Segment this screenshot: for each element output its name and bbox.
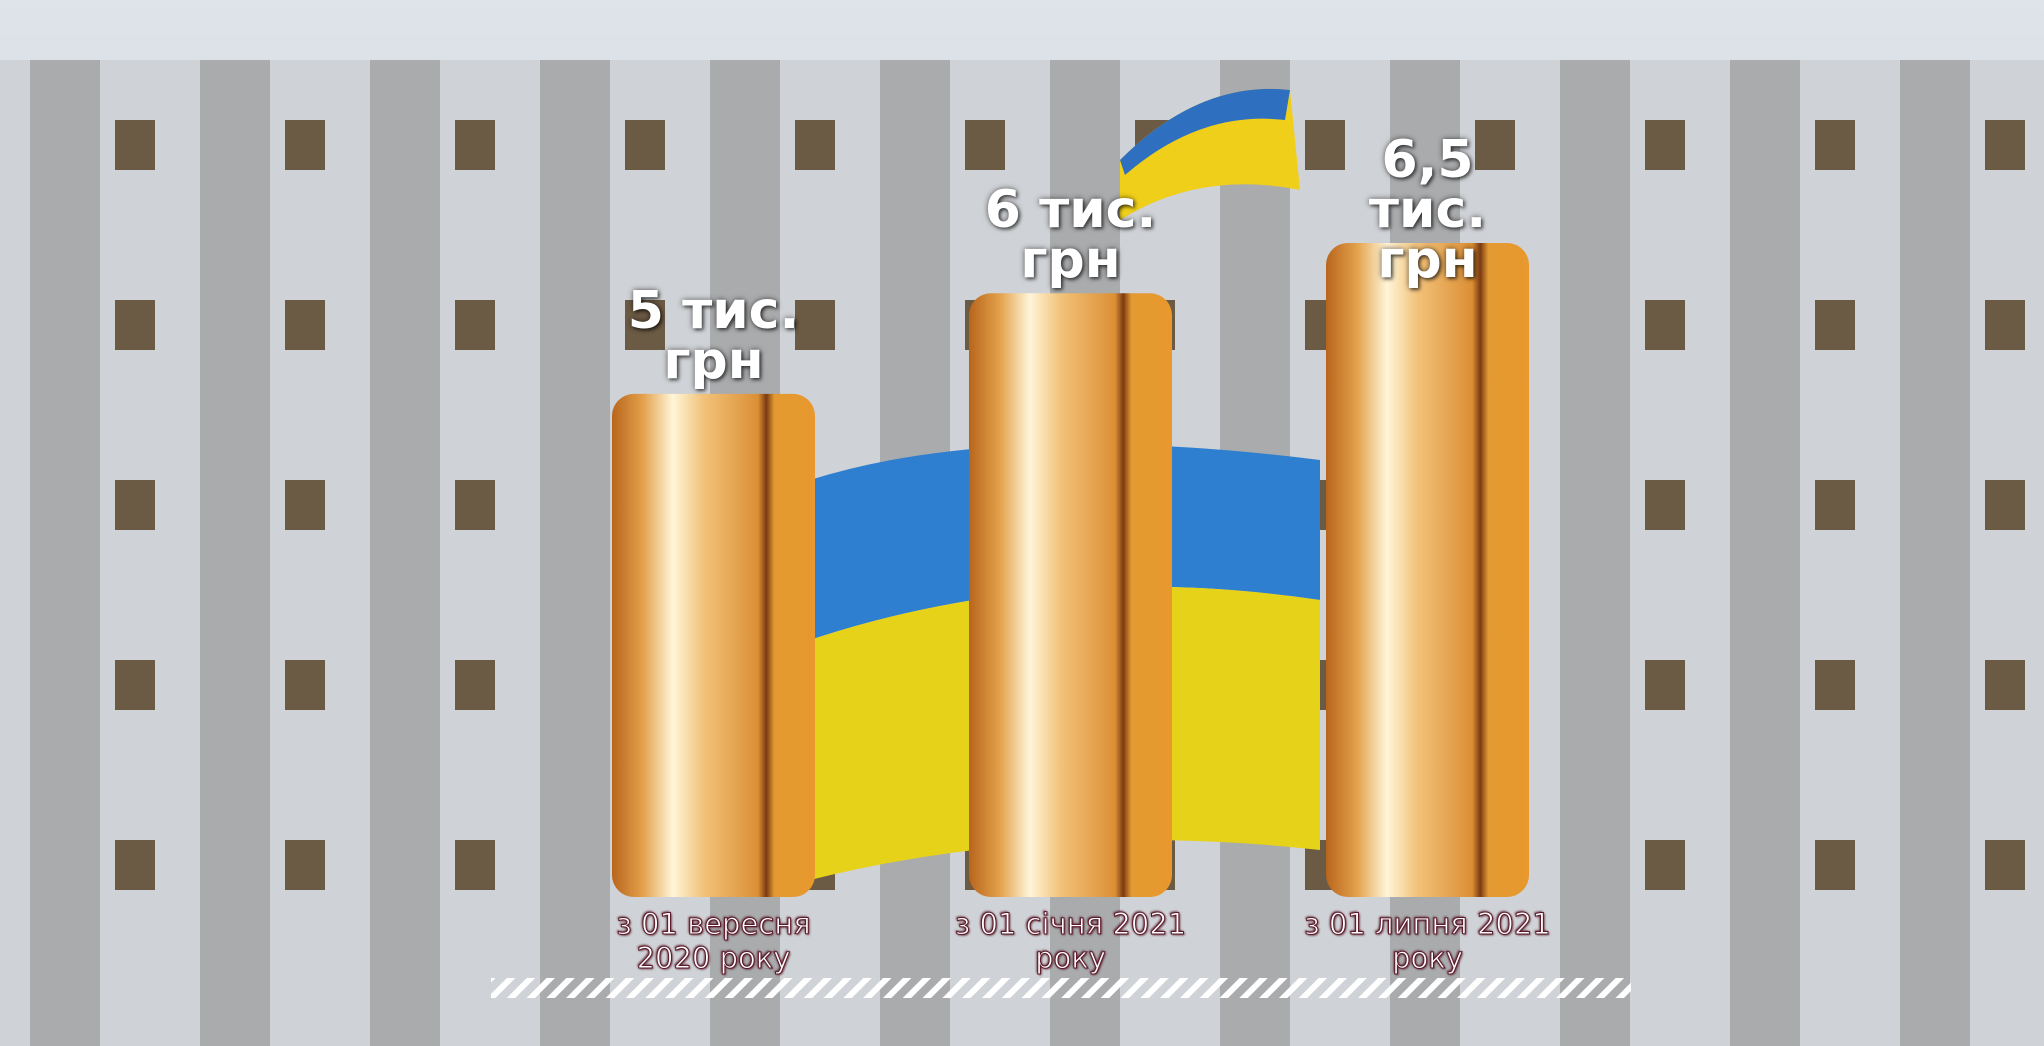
category-label: з 01 січня 2021 року	[939, 907, 1202, 975]
value-label: 6,5 тис. грн	[1316, 135, 1539, 285]
bar	[969, 293, 1172, 897]
chart	[0, 0, 2044, 1046]
value-label: 5 тис. грн	[602, 286, 825, 386]
value-label: 6 тис. грн	[959, 185, 1182, 285]
bar	[612, 394, 815, 897]
bar	[1326, 243, 1529, 897]
hatch-line	[491, 978, 1631, 998]
category-label: з 01 липня 2021 року	[1296, 907, 1559, 975]
infographic: 5 тис. грн з 01 вересня 2020 року 6 тис. г…	[0, 0, 2044, 1046]
category-label: з 01 вересня 2020 року	[582, 907, 845, 975]
